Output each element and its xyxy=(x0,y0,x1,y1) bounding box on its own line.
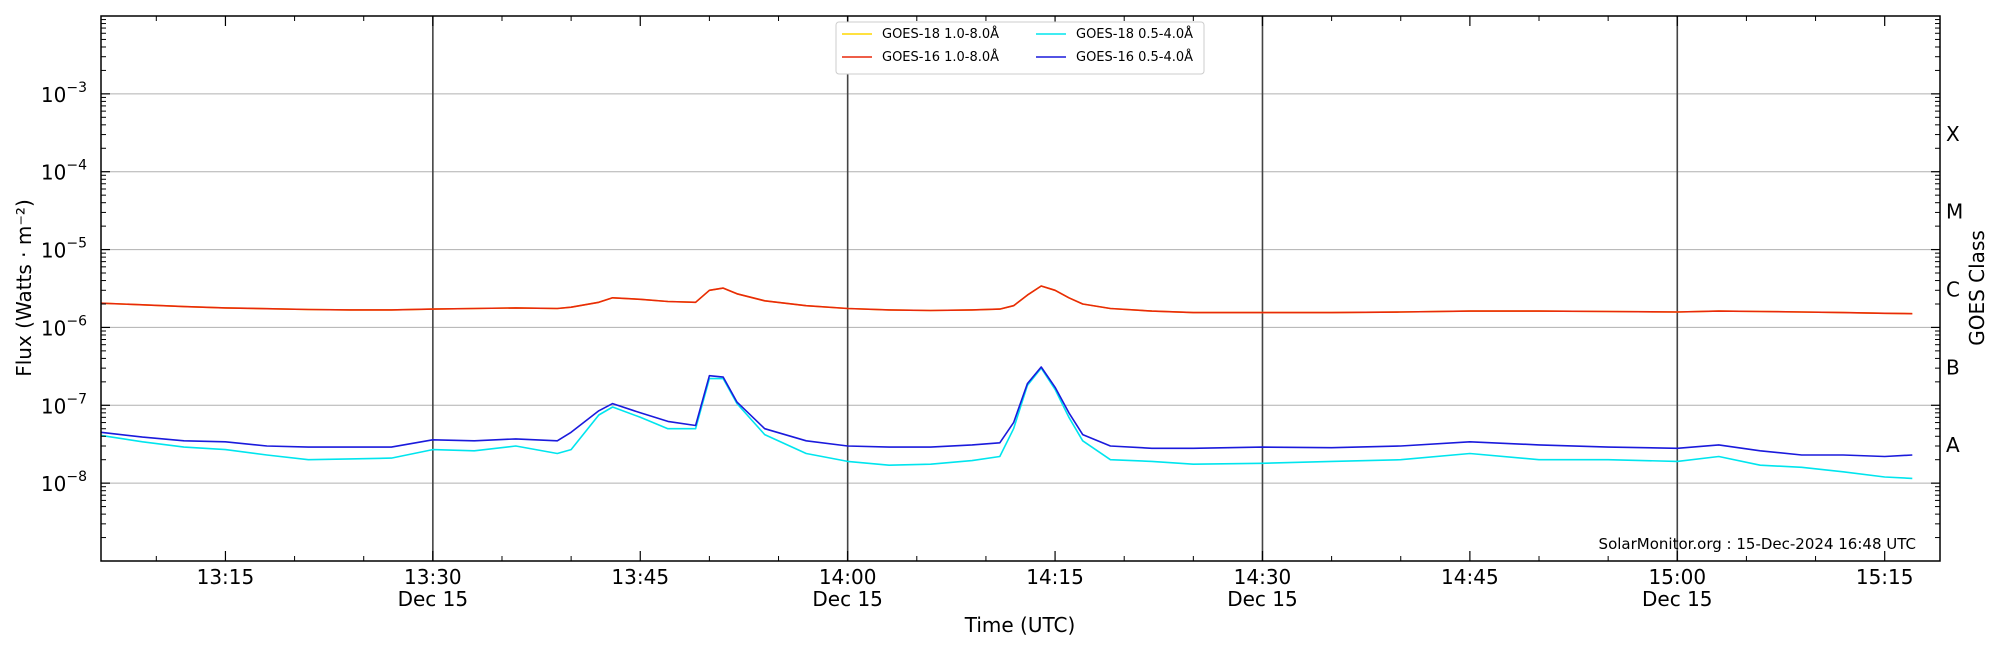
y-axis-ticks: 10−8 10−7 10−6 10−5 10−4 10−3 xyxy=(41,19,1940,539)
legend-entry: GOES-18 0.5-4.0Å xyxy=(1076,26,1193,42)
y-tick-label: 10−8 xyxy=(41,469,87,496)
goes-class-label: M xyxy=(1946,200,1963,224)
x-tick-label: 13:15 xyxy=(197,565,255,589)
y-tick-label: 10−5 xyxy=(41,236,87,263)
day-separators xyxy=(432,16,1679,561)
series-line xyxy=(100,366,1913,458)
x-tick-label: 14:00 xyxy=(819,565,877,589)
legend-entry: GOES-16 1.0-8.0Å xyxy=(882,49,999,65)
x-tick-date-label: Dec 15 xyxy=(1642,587,1713,611)
y-axis-title: Flux (Watts · m⁻²) xyxy=(12,199,36,377)
y-tick-label: 10−4 xyxy=(41,158,87,185)
legend: GOES-18 1.0-8.0Å GOES-18 0.5-4.0Å GOES-16 … xyxy=(835,21,1205,75)
x-tick-label: 15:00 xyxy=(1648,565,1706,589)
x-tick-label: 13:45 xyxy=(611,565,669,589)
series-lines xyxy=(100,285,1913,480)
x-tick-label: 15:15 xyxy=(1856,565,1914,589)
x-tick-label: 14:15 xyxy=(1026,565,1084,589)
legend-box xyxy=(835,21,1205,75)
series-line xyxy=(100,285,1913,315)
x-tick-label: 14:45 xyxy=(1441,565,1499,589)
x-tick-date-label: Dec 15 xyxy=(1227,587,1298,611)
goes-class-labels: A B C M X xyxy=(1946,122,1963,457)
goes-class-label: C xyxy=(1946,278,1960,302)
legend-entry: GOES-16 0.5-4.0Å xyxy=(1076,49,1193,65)
x-tick-label: 14:30 xyxy=(1234,565,1292,589)
grid-lines xyxy=(101,93,1940,484)
x-tick-date-label: Dec 15 xyxy=(812,587,883,611)
x-tick-label: 13:30 xyxy=(404,565,462,589)
x-axis-title: Time (UTC) xyxy=(964,613,1076,637)
goes-class-label: A xyxy=(1946,433,1960,457)
y-tick-label: 10−6 xyxy=(41,313,87,340)
x-tick-date-label: Dec 15 xyxy=(398,587,469,611)
y-tick-label: 10−3 xyxy=(41,80,87,107)
series-line xyxy=(100,367,1913,480)
goes-class-label: B xyxy=(1946,355,1960,379)
plot-frame xyxy=(100,15,1941,562)
y-tick-label: 10−7 xyxy=(41,391,87,418)
goes-class-label: X xyxy=(1946,122,1960,146)
right-axis-title: GOES Class xyxy=(1965,230,1989,346)
legend-entry: GOES-18 1.0-8.0Å xyxy=(882,26,999,42)
source-annotation: SolarMonitor.org : 15-Dec-2024 16:48 UTC xyxy=(1599,535,1916,553)
